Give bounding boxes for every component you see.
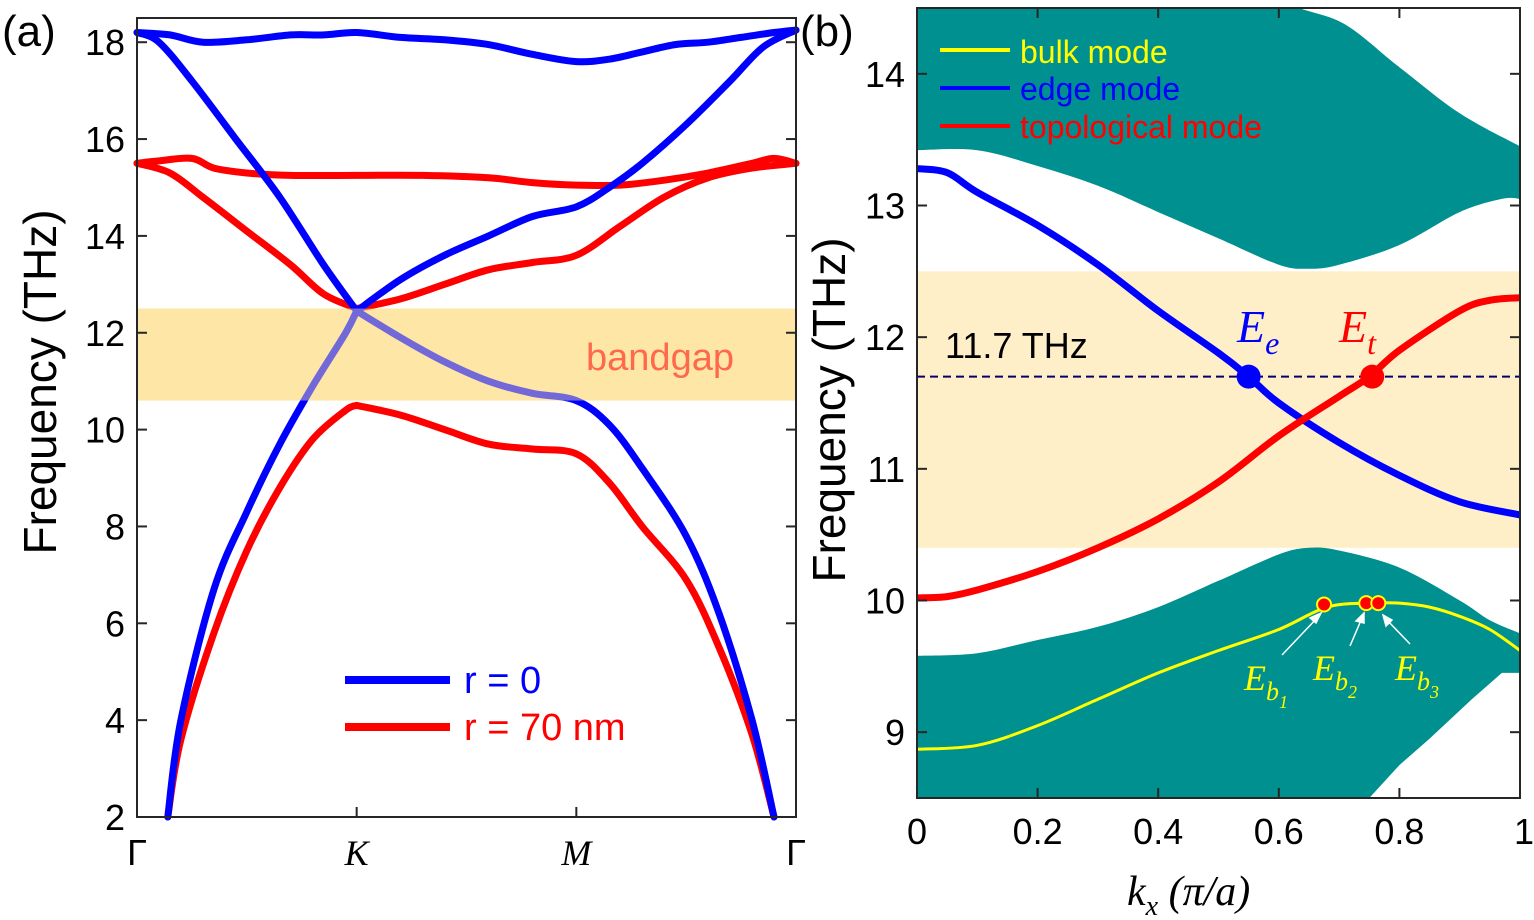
upper-bulk-band: [917, 8, 1520, 269]
xtick-label-a-0: Γ: [127, 832, 147, 873]
Et-base: E: [1338, 301, 1367, 352]
series-line-b-bulk-mode: [917, 601, 1520, 751]
Eb3-subsub: 3: [1429, 682, 1439, 702]
marker-label-Et: Et: [1338, 301, 1377, 361]
series-line-a-9: [353, 401, 778, 821]
panel-a-frame: [136, 17, 797, 818]
ytick-label-a-16: 16: [85, 119, 125, 160]
marker-Et: [1360, 364, 1385, 389]
Eb2-base: E: [1312, 648, 1335, 688]
panel-a-lines: [133, 26, 800, 821]
ytick-label-a-14: 14: [85, 216, 125, 257]
panel-a-label: (a): [2, 7, 56, 56]
marker-label-Eb1: Eb1: [1243, 658, 1288, 712]
series-line-a-5: [133, 154, 800, 190]
bandgap-overlay: [137, 308, 796, 401]
Eb2-sub: b: [1335, 667, 1348, 696]
bandgap-band: [137, 308, 796, 401]
series-line-a-2: [353, 26, 800, 315]
ytick-label-a-12: 12: [85, 313, 125, 354]
ytick-label-b-13: 13: [865, 186, 905, 227]
xtick-label-a-2: M: [560, 833, 593, 873]
bandgap-label: bandgap: [586, 337, 734, 379]
xtick-label-a-1: K: [344, 833, 371, 873]
Eb3-sub: b: [1417, 667, 1430, 696]
panel-b-xlabel: kx (π/a): [1127, 869, 1250, 920]
ytick-label-a-6: 6: [105, 603, 125, 644]
panel-b-ylabel: Frequency (THz): [803, 237, 855, 582]
Eb1-subsub: 1: [1279, 692, 1288, 712]
series-line-a-4: [353, 307, 778, 821]
xtick-label-b-1: 0.2: [1013, 811, 1063, 852]
series-line-a-8: [164, 401, 361, 821]
legend-label-r70: r = 70 nm: [464, 707, 626, 749]
arrowhead-Eb1: [1308, 611, 1323, 625]
ytick-label-a-2: 2: [105, 797, 125, 838]
legend-label-bulk: bulk mode: [1020, 34, 1168, 70]
panel-a-yticks: 2 4 6 8 10 12 14 16 18: [85, 22, 796, 838]
xtick-label-a-3: Γ: [786, 832, 806, 873]
xtick-label-b-3: 0.6: [1254, 811, 1304, 852]
xlabel-k: k: [1127, 869, 1147, 915]
arrow-Eb1: [1281, 616, 1319, 656]
panel-a-legend: r = 0 r = 70 nm: [345, 660, 626, 749]
reference-line-label: 11.7 THz: [945, 325, 1088, 366]
marker-Eb3: [1370, 595, 1387, 612]
panel-a: (a) Frequency (THz) bandgap 2 4 6 8 10 12 14 16…: [2, 7, 806, 873]
Eb2-subsub: 2: [1348, 682, 1357, 702]
gap-band: [917, 271, 1520, 548]
xtick-label-b-0: 0: [907, 811, 927, 852]
series-line-a-1: [133, 29, 361, 315]
marker-arrows: [1281, 611, 1411, 656]
arrowhead-Eb3: [1381, 613, 1394, 628]
xlabel-sub: x: [1145, 891, 1159, 920]
Ee-sub: e: [1265, 325, 1279, 361]
legend-label-r0: r = 0: [464, 660, 541, 702]
xtick-label-b-4: 0.8: [1374, 811, 1424, 852]
ytick-label-b-14: 14: [865, 54, 905, 95]
arrow-Eb3: [1385, 618, 1411, 645]
legend-label-edge: edge mode: [1020, 71, 1180, 107]
marker-Eb1: [1316, 596, 1333, 613]
Eb1-base: E: [1243, 658, 1266, 698]
ytick-label-a-4: 4: [105, 700, 125, 741]
series-line-b-topological-mode: [917, 294, 1520, 602]
xlabel-rest: (π/a): [1158, 869, 1250, 915]
panel-b-label: (b): [800, 7, 854, 56]
panel-b-lines: [917, 165, 1520, 751]
Eb3-base: E: [1394, 648, 1417, 688]
ytick-label-b-9: 9: [885, 712, 905, 753]
panel-a-ylabel: Frequency (THz): [14, 209, 66, 554]
panel-b-frame: [916, 7, 1521, 799]
ytick-label-a-10: 10: [85, 410, 125, 451]
marker-label-Ee: Ee: [1236, 301, 1279, 361]
Eb1-sub: b: [1266, 677, 1279, 706]
series-line-a-3: [164, 307, 361, 821]
legend-label-topo: topological mode: [1020, 109, 1262, 145]
marker-Ee: [1236, 364, 1261, 389]
xtick-label-b-5: 1: [1514, 811, 1534, 852]
Ee-base: E: [1236, 301, 1265, 352]
series-line-b-edge-mode: [917, 165, 1520, 519]
series-line-a-0: [133, 26, 800, 66]
marker-label-Eb2: Eb2: [1312, 648, 1357, 702]
ytick-label-a-18: 18: [85, 22, 125, 63]
Et-sub: t: [1367, 325, 1377, 361]
panel-b-legend: bulk mode edge mode topological mode: [940, 34, 1262, 145]
series-line-a-6: [133, 159, 361, 312]
arrowhead-Eb2: [1354, 611, 1365, 624]
ytick-label-b-10: 10: [865, 581, 905, 622]
panel-b: (b) Frequency (THz) 11.7 THz 91011121314…: [800, 7, 1534, 920]
xtick-label-b-2: 0.4: [1133, 811, 1183, 852]
ytick-label-a-8: 8: [105, 506, 125, 547]
panel-b-markers: [1236, 364, 1387, 613]
ytick-label-b-11: 11: [868, 449, 905, 490]
ytick-label-b-12: 12: [865, 317, 905, 358]
series-line-a-7: [353, 159, 800, 312]
marker-label-Eb3: Eb3: [1394, 648, 1439, 702]
